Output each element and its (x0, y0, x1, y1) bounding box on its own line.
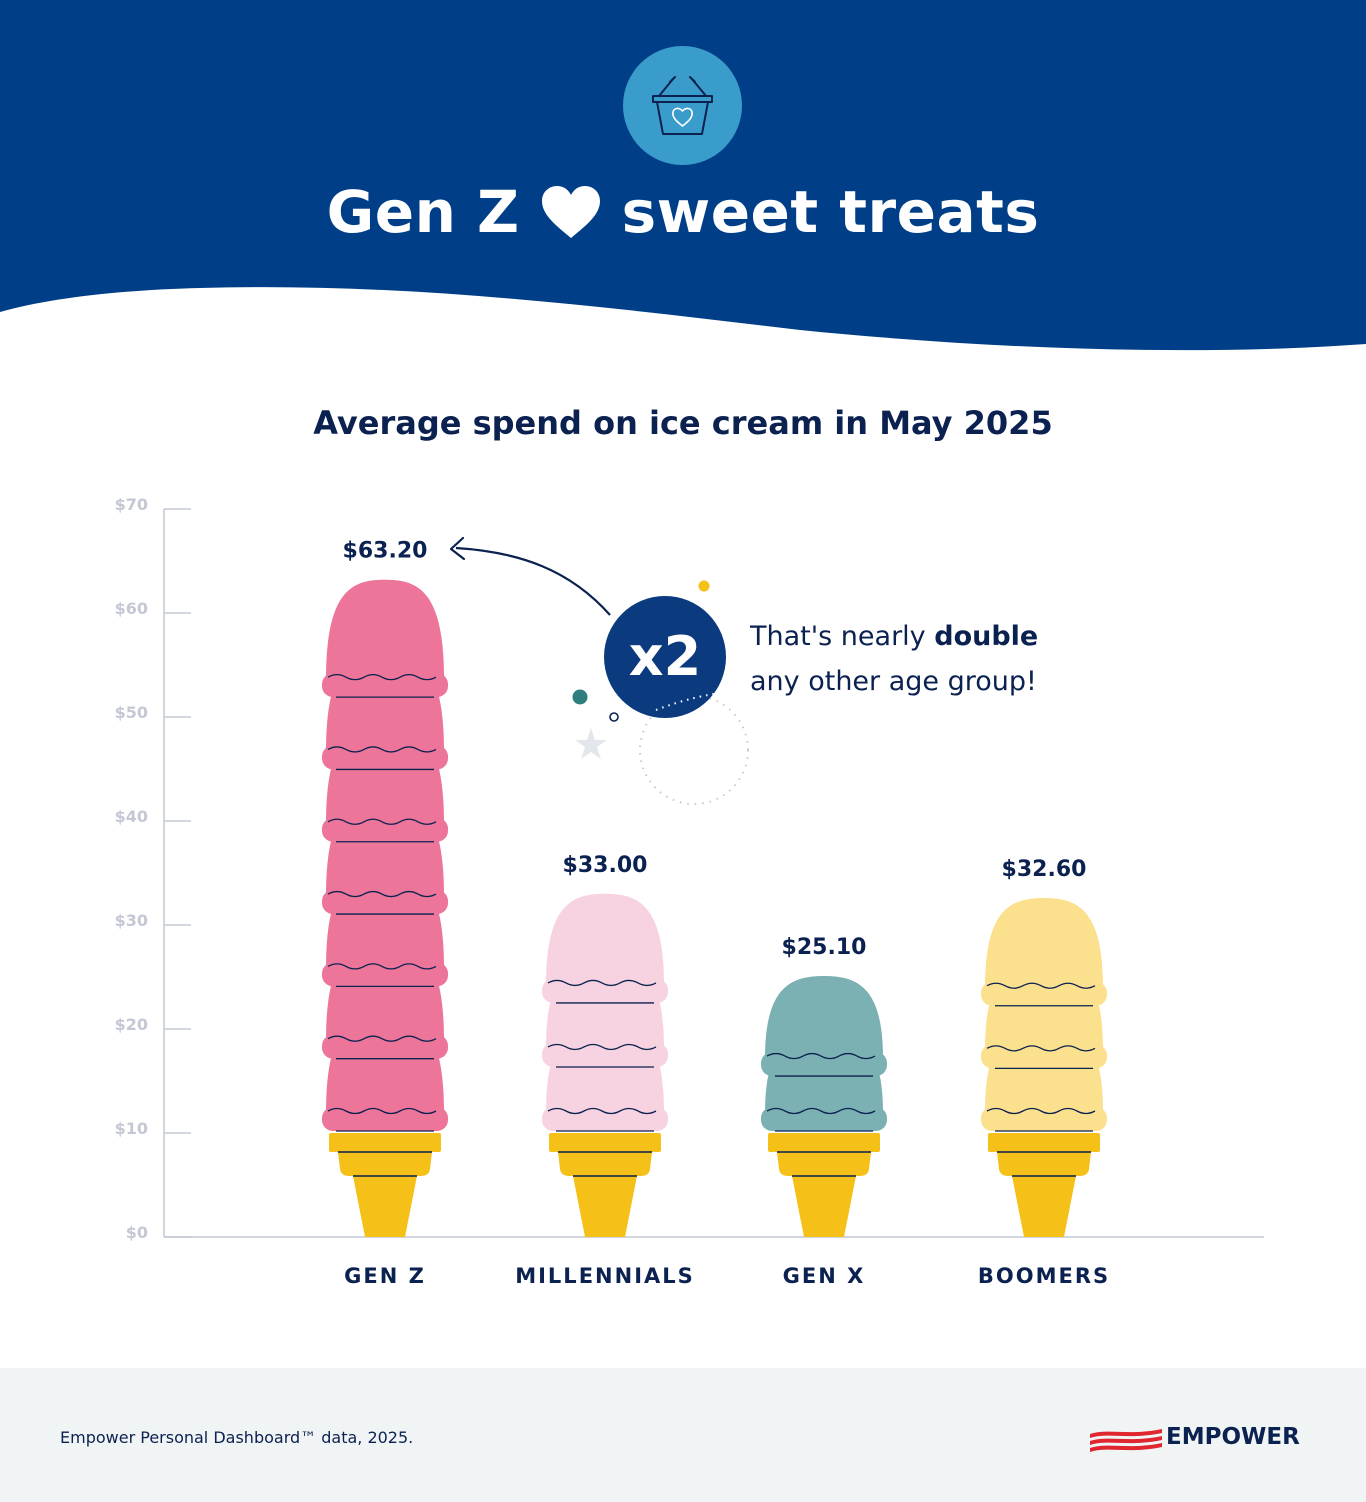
cone-bar: $25.10 GEN X (761, 935, 887, 1288)
title-after: sweet treats (621, 178, 1040, 246)
cone-bar: $63.20 GEN Z (322, 539, 448, 1288)
cone-bar: $33.00 MILLENNIALS (515, 853, 695, 1288)
cone-rim (549, 1133, 661, 1152)
source-note: Empower Personal Dashboard™ data, 2025. (60, 1428, 414, 1447)
cone-band (558, 1152, 652, 1176)
cone-rim (329, 1133, 441, 1152)
y-tick-label: $40 (115, 807, 148, 826)
dot-yellow (698, 580, 710, 592)
ice-cream-chart: $0 $10 $20 $30 $40 $50 $60 $70 $63.20 GEN Z $33.0… (115, 495, 1264, 1288)
scoop-wave (766, 1052, 876, 1060)
dot-teal (572, 689, 588, 705)
y-tick-label: $20 (115, 1015, 148, 1034)
callout-arrow (455, 546, 611, 616)
brand-logo: EMPOWER (1088, 1424, 1318, 1456)
callout-dots (655, 691, 729, 711)
callout-text: That's nearly double any other age group… (750, 614, 1080, 704)
scoop-wave (986, 1107, 1096, 1115)
value-label: $33.00 (563, 853, 648, 878)
basket-badge (623, 46, 742, 165)
callout-text-bold: double (934, 621, 1039, 652)
ice-cream-scoop (542, 893, 668, 1004)
scoop-wave (327, 890, 437, 898)
cone-body (573, 1176, 637, 1237)
value-label: $32.60 (1002, 857, 1087, 882)
scoop-dome (546, 893, 664, 985)
cone-rim (988, 1133, 1100, 1152)
value-label: $25.10 (782, 935, 867, 960)
cone-band (777, 1152, 871, 1176)
callout-badge-text: x2 (628, 625, 702, 688)
cone-rim (768, 1133, 880, 1152)
dot-outline (609, 712, 619, 722)
scoop-drip-band (322, 745, 448, 770)
scoop-wave (327, 963, 437, 970)
cone-body (353, 1176, 417, 1237)
scoop-dome (326, 579, 444, 680)
scoop-wave (766, 1107, 876, 1115)
y-tick-label: $0 (126, 1223, 148, 1242)
ice-cream-scoop (322, 579, 448, 698)
scoop-drip-band (322, 673, 448, 698)
ice-cream-scoop (761, 975, 887, 1077)
cone-body (792, 1176, 856, 1237)
empower-flag-icon (1090, 1429, 1162, 1452)
scoop-wave (327, 746, 437, 753)
callout-text-after: any other age group! (750, 666, 1037, 697)
scoop-drip-band (322, 1034, 448, 1059)
scoop-wave (327, 818, 437, 825)
scoop-drip-band (542, 978, 668, 1003)
footer: Empower Personal Dashboard™ data, 2025. … (0, 1368, 1366, 1502)
scoop-wave (327, 674, 437, 681)
scoop-wave (547, 979, 657, 987)
heart-icon (541, 186, 600, 238)
scoop-drip-band (981, 1044, 1107, 1069)
scoop-wave (547, 1107, 657, 1115)
scoop-drip-band (981, 981, 1107, 1006)
star-icon (575, 728, 607, 759)
y-tick-label: $10 (115, 1119, 148, 1138)
y-tick-label: $70 (115, 495, 148, 514)
scoop-drip-band (542, 1042, 668, 1067)
arrow-head-icon (449, 536, 466, 561)
scoop-wave (986, 1045, 1096, 1052)
shopping-basket-heart-icon (652, 76, 713, 135)
y-tick-label: $60 (115, 599, 148, 618)
value-label: $63.20 (343, 539, 428, 564)
scoop-drip-band (322, 817, 448, 842)
category-label: GEN Z (344, 1264, 426, 1288)
scoop-drip-band (542, 1107, 668, 1131)
decorations (449, 536, 749, 805)
callout-text-before: That's nearly (750, 621, 935, 652)
chart-title: Average spend on ice cream in May 2025 (313, 404, 1053, 442)
scoop-wave (327, 1035, 437, 1042)
cone-body (1012, 1176, 1076, 1237)
scoop-wave (327, 1107, 437, 1115)
scoop-dome (985, 897, 1103, 988)
scoop-drip-band (322, 962, 448, 987)
scoop-drip-band (322, 1107, 448, 1131)
scoop-drip-band (322, 890, 448, 915)
category-label: GEN X (783, 1264, 866, 1288)
callout-badge: x2 (604, 596, 726, 718)
cone-band (997, 1152, 1091, 1176)
category-label: BOOMERS (978, 1264, 1110, 1288)
ice-cream-scoop (981, 897, 1107, 1007)
brand-name: EMPOWER (1166, 1424, 1300, 1450)
title-before: Gen Z (326, 178, 520, 246)
dotted-circle (639, 695, 749, 805)
cone-bar: $32.60 BOOMERS (978, 857, 1110, 1288)
scoop-wave (986, 982, 1096, 989)
scoop-dome (765, 975, 883, 1059)
category-label: MILLENNIALS (515, 1264, 695, 1288)
scoop-drip-band (981, 1107, 1107, 1131)
y-tick-label: $30 (115, 911, 148, 930)
page-title: Gen Z sweet treats (0, 172, 1366, 252)
y-tick-label: $50 (115, 703, 148, 722)
cone-band (338, 1152, 432, 1176)
header-banner (0, 0, 1366, 351)
scoop-drip-band (761, 1107, 887, 1131)
scoop-wave (547, 1043, 657, 1051)
scoop-drip-band (761, 1052, 887, 1077)
